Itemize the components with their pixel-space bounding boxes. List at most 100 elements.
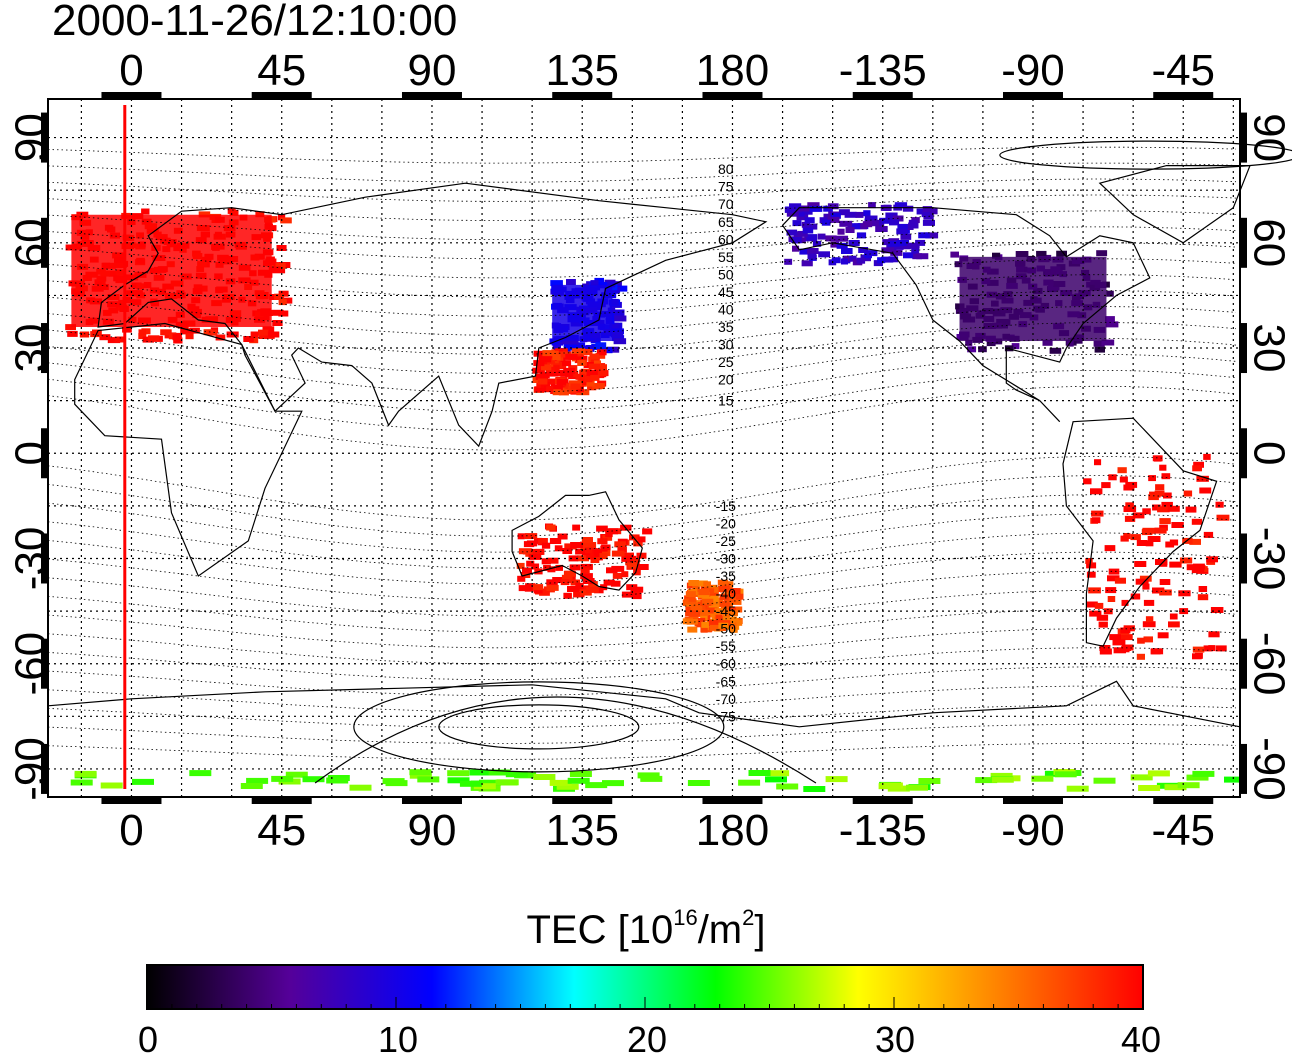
frame-band-top <box>1002 92 1063 99</box>
x-tick-label-bottom: 45 <box>257 806 306 855</box>
tec-cell <box>285 771 308 778</box>
tec-cell <box>1134 561 1147 567</box>
tec-cell <box>610 298 619 305</box>
contour-label: 15 <box>718 393 734 409</box>
tec-cell <box>925 232 939 239</box>
tec-cell <box>1049 347 1062 354</box>
tec-cell <box>596 364 607 371</box>
tec-cell <box>585 782 608 789</box>
tec-cell <box>100 782 123 789</box>
tec-cell <box>556 378 569 385</box>
tec-cell <box>114 336 125 343</box>
tec-cell <box>1119 476 1128 483</box>
tec-cell <box>573 591 585 598</box>
tec-cell <box>991 338 1003 345</box>
tec-cell <box>538 538 548 544</box>
tec-cell <box>526 560 535 567</box>
tec-cell <box>848 255 857 262</box>
tec-cell <box>546 386 554 393</box>
contour-label: 50 <box>718 266 734 282</box>
tec-cell <box>599 553 608 560</box>
contour-label: 70 <box>718 196 734 212</box>
tec-cell <box>1108 474 1117 481</box>
contour-label: -20 <box>716 515 736 531</box>
colorbar-tick-10: 10 <box>377 1019 419 1060</box>
tec-cell <box>593 549 602 556</box>
x-tick-label-bottom: 90 <box>408 806 457 855</box>
tec-cell <box>518 585 530 592</box>
tec-cell <box>1141 529 1153 536</box>
tec-cell <box>1179 557 1193 564</box>
tec-cell <box>580 368 592 375</box>
frame-band-bottom <box>251 797 312 804</box>
tec-cell <box>627 562 638 569</box>
tec-cell <box>611 331 623 338</box>
tec-cell <box>246 777 269 784</box>
tec-cell <box>556 783 579 790</box>
contour-label: 55 <box>718 249 734 265</box>
tec-cell <box>525 550 533 557</box>
tec-cell <box>1161 501 1173 508</box>
frame-band-bottom <box>702 797 763 804</box>
tec-cell <box>1215 645 1227 652</box>
y-tick-label-left: 60 <box>6 218 55 267</box>
mlat-contour <box>47 666 1237 696</box>
frame-band-left <box>41 217 48 268</box>
tec-cell <box>1159 579 1171 585</box>
tec-cell <box>1011 343 1020 350</box>
tec-cell <box>636 552 647 559</box>
tec-cell <box>895 243 904 250</box>
tec-cell <box>906 242 920 249</box>
tec-cell <box>1199 487 1212 494</box>
tec-cell <box>809 205 823 212</box>
tec-cell <box>1143 636 1153 643</box>
tec-cell <box>610 287 620 294</box>
frame-band-top <box>251 92 312 99</box>
tec-cell <box>799 248 808 255</box>
y-tick-label-left: 0 <box>6 441 55 465</box>
tec-cell <box>1224 776 1246 783</box>
tec-cell <box>978 346 987 353</box>
tec-cell <box>447 770 470 777</box>
tec-cell <box>801 260 813 267</box>
x-tick-label-top: -45 <box>1151 46 1215 95</box>
tec-cell <box>614 285 628 292</box>
tec-cell <box>1086 562 1097 569</box>
graticule <box>48 99 1240 797</box>
tec-cell <box>268 225 277 232</box>
tec-cell <box>581 537 593 543</box>
tec-cell <box>409 769 432 776</box>
tec-cell <box>255 211 265 218</box>
tec-cell <box>1147 770 1170 777</box>
y-tick-label-right: 30 <box>1245 324 1292 373</box>
mlat-contour <box>47 513 1237 569</box>
south-pole-contour-middle <box>353 681 725 773</box>
tec-cell <box>890 249 903 256</box>
tec-cell <box>562 548 573 554</box>
tec-cell <box>546 524 556 531</box>
tec-patch-europe <box>71 214 272 327</box>
tec-cell <box>180 328 190 335</box>
tec-cell <box>881 256 894 263</box>
tec-cell <box>173 337 183 344</box>
tec-cell <box>542 356 552 363</box>
tec-cell <box>1042 339 1053 346</box>
tec-cell <box>765 776 787 783</box>
tec-cell <box>1154 490 1165 497</box>
tec-cell <box>784 258 793 265</box>
tec-cell <box>1203 645 1213 652</box>
tec-cell <box>1054 771 1077 778</box>
tec-cell <box>1178 590 1191 597</box>
x-tick-label-bottom: 180 <box>696 806 769 855</box>
y-tick-label-right: 90 <box>1245 113 1292 162</box>
tec-cell <box>207 329 218 336</box>
tec-cell <box>1177 782 1200 789</box>
tec-cell <box>687 780 710 786</box>
frame-band-top <box>401 92 462 99</box>
mlat-contour <box>47 354 1237 413</box>
tec-cell <box>533 350 547 357</box>
tec-cell <box>610 580 621 587</box>
tec-cell <box>617 546 627 553</box>
tec-cell <box>1152 455 1163 462</box>
